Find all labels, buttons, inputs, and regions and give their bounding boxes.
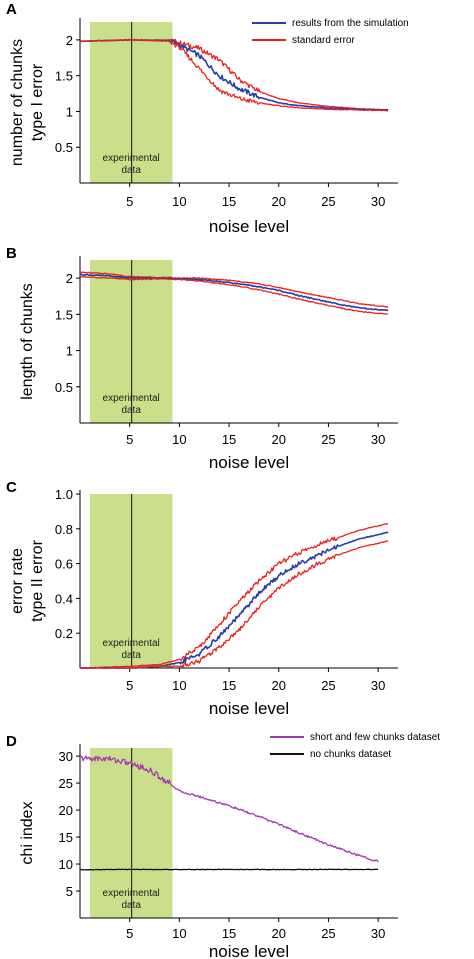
y-tick-label: 1.0 (55, 487, 73, 502)
y-tick-label: 2 (66, 271, 73, 286)
x-tick-label: 15 (222, 432, 236, 447)
x-tick-label: 5 (126, 194, 133, 209)
panel-letter: C (6, 479, 17, 496)
y-tick-label: 0.4 (55, 591, 73, 606)
y-tick-label: 20 (59, 803, 73, 818)
x-tick-label: 30 (371, 678, 385, 693)
x-axis-label: noise level (209, 217, 289, 236)
series-lower-line (80, 39, 389, 112)
x-tick-label: 10 (172, 926, 186, 941)
y-tick-label: 1.5 (55, 69, 73, 84)
x-tick-label: 15 (222, 926, 236, 941)
y-axis-label: error rate (9, 548, 26, 614)
x-tick-label: 25 (321, 678, 335, 693)
legend-label: short and few chunks dataset (310, 732, 440, 743)
y-tick-label: 5 (66, 884, 73, 899)
y-axis-label: number of chunks (9, 39, 26, 166)
x-tick-label: 25 (321, 432, 335, 447)
y-tick-label: 10 (59, 857, 73, 872)
y-tick-label: 0.8 (55, 522, 73, 537)
x-tick-label: 25 (321, 926, 335, 941)
y-tick-label: 1.5 (55, 307, 73, 322)
legend-label: results from the simulation (292, 18, 409, 29)
x-tick-label: 30 (371, 432, 385, 447)
x-tick-label: 10 (172, 194, 186, 209)
panel-b: Bexperimentaldata0.511.5251015202530nois… (6, 245, 398, 472)
x-axis-label: noise level (209, 453, 289, 472)
series-lower-line (79, 275, 389, 315)
x-tick-label: 15 (222, 194, 236, 209)
panel-c: Cexperimentaldata0.20.40.60.81.051015202… (6, 479, 398, 718)
x-tick-label: 20 (272, 678, 286, 693)
x-tick-label: 5 (126, 432, 133, 447)
x-tick-label: 30 (371, 926, 385, 941)
x-axis-label: noise level (209, 699, 289, 718)
y-tick-label: 25 (59, 776, 73, 791)
legend-label: standard error (292, 35, 355, 46)
x-axis-label: noise level (209, 942, 289, 959)
x-tick-label: 5 (126, 678, 133, 693)
panel-d: Dexperimentaldata5101520253051015202530n… (6, 732, 440, 959)
y-tick-label: 0.5 (55, 380, 73, 395)
x-tick-label: 15 (222, 678, 236, 693)
series-purple-line (79, 755, 379, 863)
y-tick-label: 0.6 (55, 557, 73, 572)
y-axis-label: type I error (29, 63, 46, 141)
series-black-line (79, 868, 379, 871)
x-tick-label: 20 (272, 432, 286, 447)
y-axis-label: type II error (29, 539, 46, 621)
x-tick-label: 5 (126, 926, 133, 941)
y-tick-label: 1 (66, 344, 73, 359)
series-upper-line (80, 271, 389, 308)
x-tick-label: 20 (272, 194, 286, 209)
y-tick-label: 1 (66, 104, 73, 119)
y-tick-label: 0.5 (55, 140, 73, 155)
panel-letter: A (6, 1, 17, 18)
x-tick-label: 20 (272, 926, 286, 941)
y-axis-label: length of chunks (19, 283, 36, 400)
x-tick-label: 10 (172, 432, 186, 447)
panel-a: Aexperimentaldata0.511.5251015202530nois… (6, 1, 409, 236)
series-mean-line (79, 273, 389, 312)
panel-letter: D (6, 733, 17, 750)
panel-letter: B (6, 245, 17, 262)
x-tick-label: 30 (371, 194, 385, 209)
series-upper-line (80, 523, 389, 669)
x-tick-label: 10 (172, 678, 186, 693)
y-tick-label: 30 (59, 749, 73, 764)
legend-label: no chunks dataset (310, 749, 391, 760)
y-tick-label: 0.2 (55, 626, 73, 641)
series-lower-line (79, 540, 389, 669)
x-tick-label: 25 (321, 194, 335, 209)
y-axis-label: chi index (19, 801, 36, 864)
y-tick-label: 2 (66, 33, 73, 48)
y-tick-label: 15 (59, 830, 73, 845)
